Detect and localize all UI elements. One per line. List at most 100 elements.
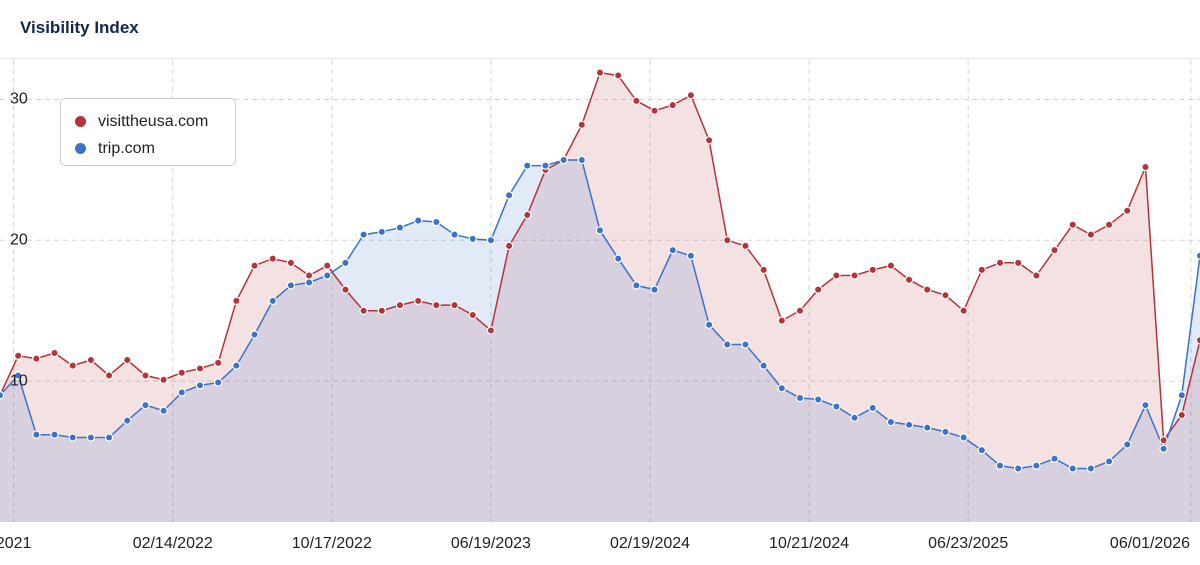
data-point [104,433,114,442]
data-point [32,354,41,363]
legend-label: visittheusa.com [98,112,209,130]
panel-title: Visibility Index [20,18,139,37]
legend-item[interactable]: trip.com [75,135,235,162]
data-point [1195,251,1200,260]
data-point [704,320,714,330]
data-point [813,285,823,294]
y-tick-label: 10 [10,372,28,389]
data-point [159,406,168,415]
data-point [668,100,677,110]
data-point [268,254,277,263]
data-point [795,306,805,315]
data-point [377,306,387,315]
data-point [213,358,223,368]
legend-item[interactable]: visittheusa.com [75,108,235,135]
data-point [86,355,96,365]
data-point [977,265,987,275]
data-point [450,300,459,310]
data-point [1159,436,1168,445]
data-point [68,433,77,442]
data-point [1032,461,1041,470]
data-point [250,261,259,270]
data-point [359,230,368,239]
data-point [1104,457,1114,466]
data-point [886,417,896,427]
data-point [723,236,732,245]
data-point [286,281,296,290]
area [0,160,1200,522]
data-point [741,241,750,251]
data-point [959,433,968,442]
data-point [486,236,496,245]
data-point [13,351,23,360]
data-point [50,430,59,439]
divider [0,58,1200,59]
data-point [904,420,914,430]
data-point [523,210,532,220]
data-point [177,388,187,397]
data-point [1159,444,1168,453]
data-point [559,155,568,165]
data-point [850,271,859,280]
data-point [432,217,441,227]
data-point [1177,391,1187,400]
data-point [595,68,605,77]
data-point [1195,336,1200,345]
data-point [1068,464,1077,473]
data-point [977,445,987,455]
data-point [232,296,241,306]
data-point [450,230,459,239]
data-point [341,285,350,294]
data-point [904,275,914,284]
data-point [413,296,423,306]
legend-marker [75,116,86,127]
data-point [941,427,950,437]
data-point [268,296,277,306]
data-point [395,300,405,310]
data-point [123,416,132,425]
data-point [759,265,768,275]
data-point [1086,230,1096,239]
data-point [523,161,532,170]
data-point [686,91,696,100]
data-point [413,216,423,225]
data-point [813,395,823,404]
x-tick-label: 06/19/2023 [451,535,531,552]
data-point [1177,410,1187,420]
data-point [195,364,205,373]
data-point [250,330,259,339]
data-point [923,423,932,432]
data-point [13,371,23,380]
data-point [468,310,477,320]
data-point [286,258,296,268]
data-point [141,371,150,380]
data-point [213,378,223,387]
data-point [777,316,787,325]
data-point [595,226,605,235]
data-point [359,306,368,315]
data-point [613,71,623,80]
data-point [1141,400,1150,410]
y-tick-label: 30 [10,91,28,108]
data-point [1123,440,1132,449]
data-point [0,391,5,400]
data-point [868,403,877,413]
data-point [232,361,241,370]
data-point [1013,464,1023,473]
data-point [377,227,387,237]
data-point [541,161,550,170]
data-point [468,234,477,244]
data-point [1104,220,1114,229]
data-point [177,368,187,377]
x-tick-label: 02/14/2022 [133,535,213,552]
x-tick-label: 06/23/2025 [928,535,1008,552]
data-point [723,340,732,349]
data-point [650,285,659,294]
area [0,72,1200,522]
data-point [432,300,441,310]
data-point [323,261,332,270]
data-point [504,241,514,251]
data-point [632,281,641,290]
